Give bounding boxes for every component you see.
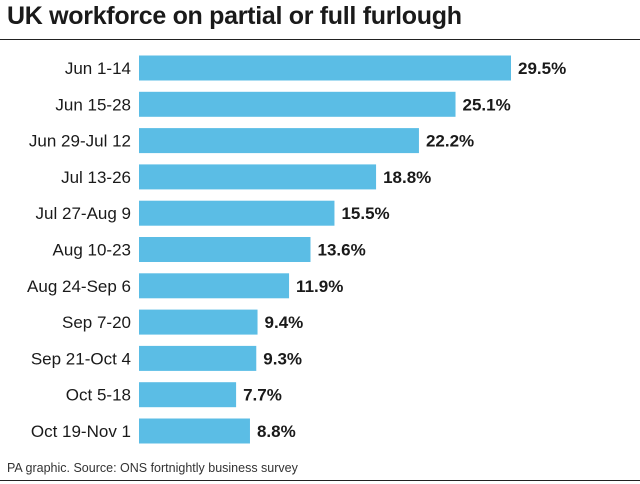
value-label: 7.7% <box>243 386 282 405</box>
value-label: 11.9% <box>296 277 343 296</box>
value-label: 15.5% <box>341 204 389 223</box>
category-label: Jun 29-Jul 12 <box>29 132 131 151</box>
bar <box>139 237 311 262</box>
bar <box>139 309 258 335</box>
category-label: Jun 15-28 <box>55 95 131 114</box>
value-label: 13.6% <box>317 241 365 260</box>
category-label: Jul 27-Aug 9 <box>36 204 131 223</box>
value-label: 9.4% <box>265 313 304 332</box>
chart-title: UK workforce on partial or full furlough <box>7 2 462 30</box>
category-label: Jul 13-26 <box>61 168 131 187</box>
bar <box>139 345 257 371</box>
category-label: Oct 19-Nov 1 <box>31 422 131 441</box>
category-label: Aug 24-Sep 6 <box>27 277 131 296</box>
top-divider <box>0 39 640 40</box>
category-label: Aug 10-23 <box>53 241 131 260</box>
bar <box>139 200 335 226</box>
value-label: 29.5% <box>518 59 566 78</box>
category-label: Sep 21-Oct 4 <box>31 349 131 368</box>
value-label: 9.3% <box>263 349 302 368</box>
category-label: Jun 1-14 <box>65 59 131 78</box>
value-label: 22.2% <box>426 132 474 151</box>
bars-layer: Jun 1-14 29.5% Jun 15-28 25.1% Jun 29-Jul 12… <box>27 55 566 444</box>
value-label: 25.1% <box>463 95 511 114</box>
bar <box>139 55 511 81</box>
source-note: PA graphic. Source: ONS fortnightly busi… <box>7 461 298 475</box>
bar <box>139 164 377 190</box>
category-label: Sep 7-20 <box>62 313 131 332</box>
bar <box>139 382 237 408</box>
bar <box>139 273 290 299</box>
bottom-divider <box>0 480 640 481</box>
bar <box>139 128 419 154</box>
bar <box>139 91 456 117</box>
bar <box>139 418 250 444</box>
value-label: 8.8% <box>257 422 296 441</box>
value-label: 18.8% <box>383 168 431 187</box>
category-label: Oct 5-18 <box>66 386 131 405</box>
